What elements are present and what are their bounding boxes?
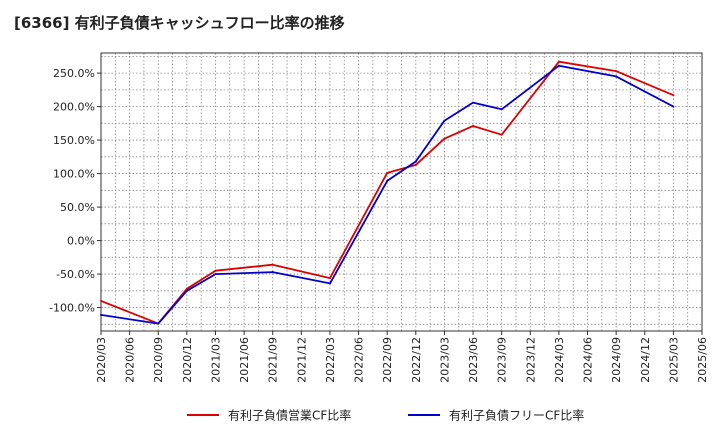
data-point (386, 171, 389, 174)
x-tick-label: 2020/03 (95, 337, 108, 383)
x-tick-label: 2020/06 (124, 337, 137, 383)
data-point (557, 64, 560, 67)
data-point (271, 263, 274, 266)
data-point (443, 137, 446, 140)
data-point (328, 277, 331, 280)
data-point (472, 125, 475, 128)
data-point (615, 75, 618, 78)
x-tick-label: 2024/09 (610, 337, 623, 383)
data-point (414, 163, 417, 166)
chart-title: [6366] 有利子負債キャッシュフロー比率の推移 (14, 14, 345, 32)
x-tick-label: 2020/09 (152, 337, 165, 383)
data-point (214, 269, 217, 272)
data-point (328, 282, 331, 285)
data-point (386, 179, 389, 182)
x-tick-label: 2022/03 (324, 337, 337, 383)
data-point (271, 271, 274, 274)
series-line-2 (100, 64, 674, 325)
x-tick-label: 2020/12 (181, 337, 194, 383)
legend-label: 有利子負債営業CF比率 (228, 408, 351, 423)
data-point (500, 108, 503, 111)
y-axis-ticks: 250.0% 200.0% 150.0% 100.0% 50.0% 0.0% -50.0% -… (49, 67, 101, 315)
legend-label: 有利子負債フリーCF比率 (449, 408, 584, 423)
legend: 有利子負債営業CF比率 有利子負債フリーCF比率 (187, 408, 584, 423)
data-point (100, 299, 102, 302)
x-tick-label: 2022/12 (410, 337, 423, 383)
data-point (214, 273, 217, 276)
x-tick-label: 2023/03 (438, 337, 451, 383)
y-tick-label: -50.0% (56, 268, 95, 281)
x-tick-label: 2024/06 (582, 337, 595, 383)
series-lines (100, 60, 675, 325)
y-tick-label: -100.0% (49, 302, 95, 315)
x-tick-label: 2025/06 (696, 337, 709, 383)
y-tick-label: 250.0% (53, 67, 95, 80)
x-tick-label: 2025/03 (667, 337, 680, 383)
data-point (557, 60, 560, 63)
data-point (672, 105, 675, 108)
x-tick-label: 2021/03 (209, 337, 222, 383)
x-tick-label: 2021/09 (267, 337, 280, 383)
data-point (500, 133, 503, 136)
data-point (472, 101, 475, 104)
x-tick-label: 2021/12 (295, 337, 308, 383)
grid-lines (100, 53, 703, 331)
y-tick-label: 100.0% (53, 168, 95, 181)
y-tick-label: 200.0% (53, 101, 95, 114)
x-tick-label: 2023/09 (496, 337, 509, 383)
y-tick-label: 150.0% (53, 134, 95, 147)
x-tick-label: 2023/12 (524, 337, 537, 383)
x-tick-label: 2022/06 (353, 337, 366, 383)
data-point (100, 313, 102, 316)
x-tick-label: 2024/03 (553, 337, 566, 383)
data-point (615, 70, 618, 73)
data-point (157, 322, 160, 325)
data-point (414, 160, 417, 163)
data-point (443, 119, 446, 122)
data-point (672, 94, 675, 97)
x-tick-label: 2023/06 (467, 337, 480, 383)
x-axis-ticks: 2020/03 2020/06 2020/09 2020/12 2021/03 2021/… (95, 331, 709, 383)
x-tick-label: 2021/06 (238, 337, 251, 383)
y-tick-label: 50.0% (60, 201, 95, 214)
y-tick-label: 0.0% (67, 235, 95, 248)
x-tick-label: 2024/12 (639, 337, 652, 383)
data-point (185, 289, 188, 292)
plot-area (100, 52, 703, 332)
data-point (185, 287, 188, 290)
x-tick-label: 2022/09 (381, 337, 394, 383)
